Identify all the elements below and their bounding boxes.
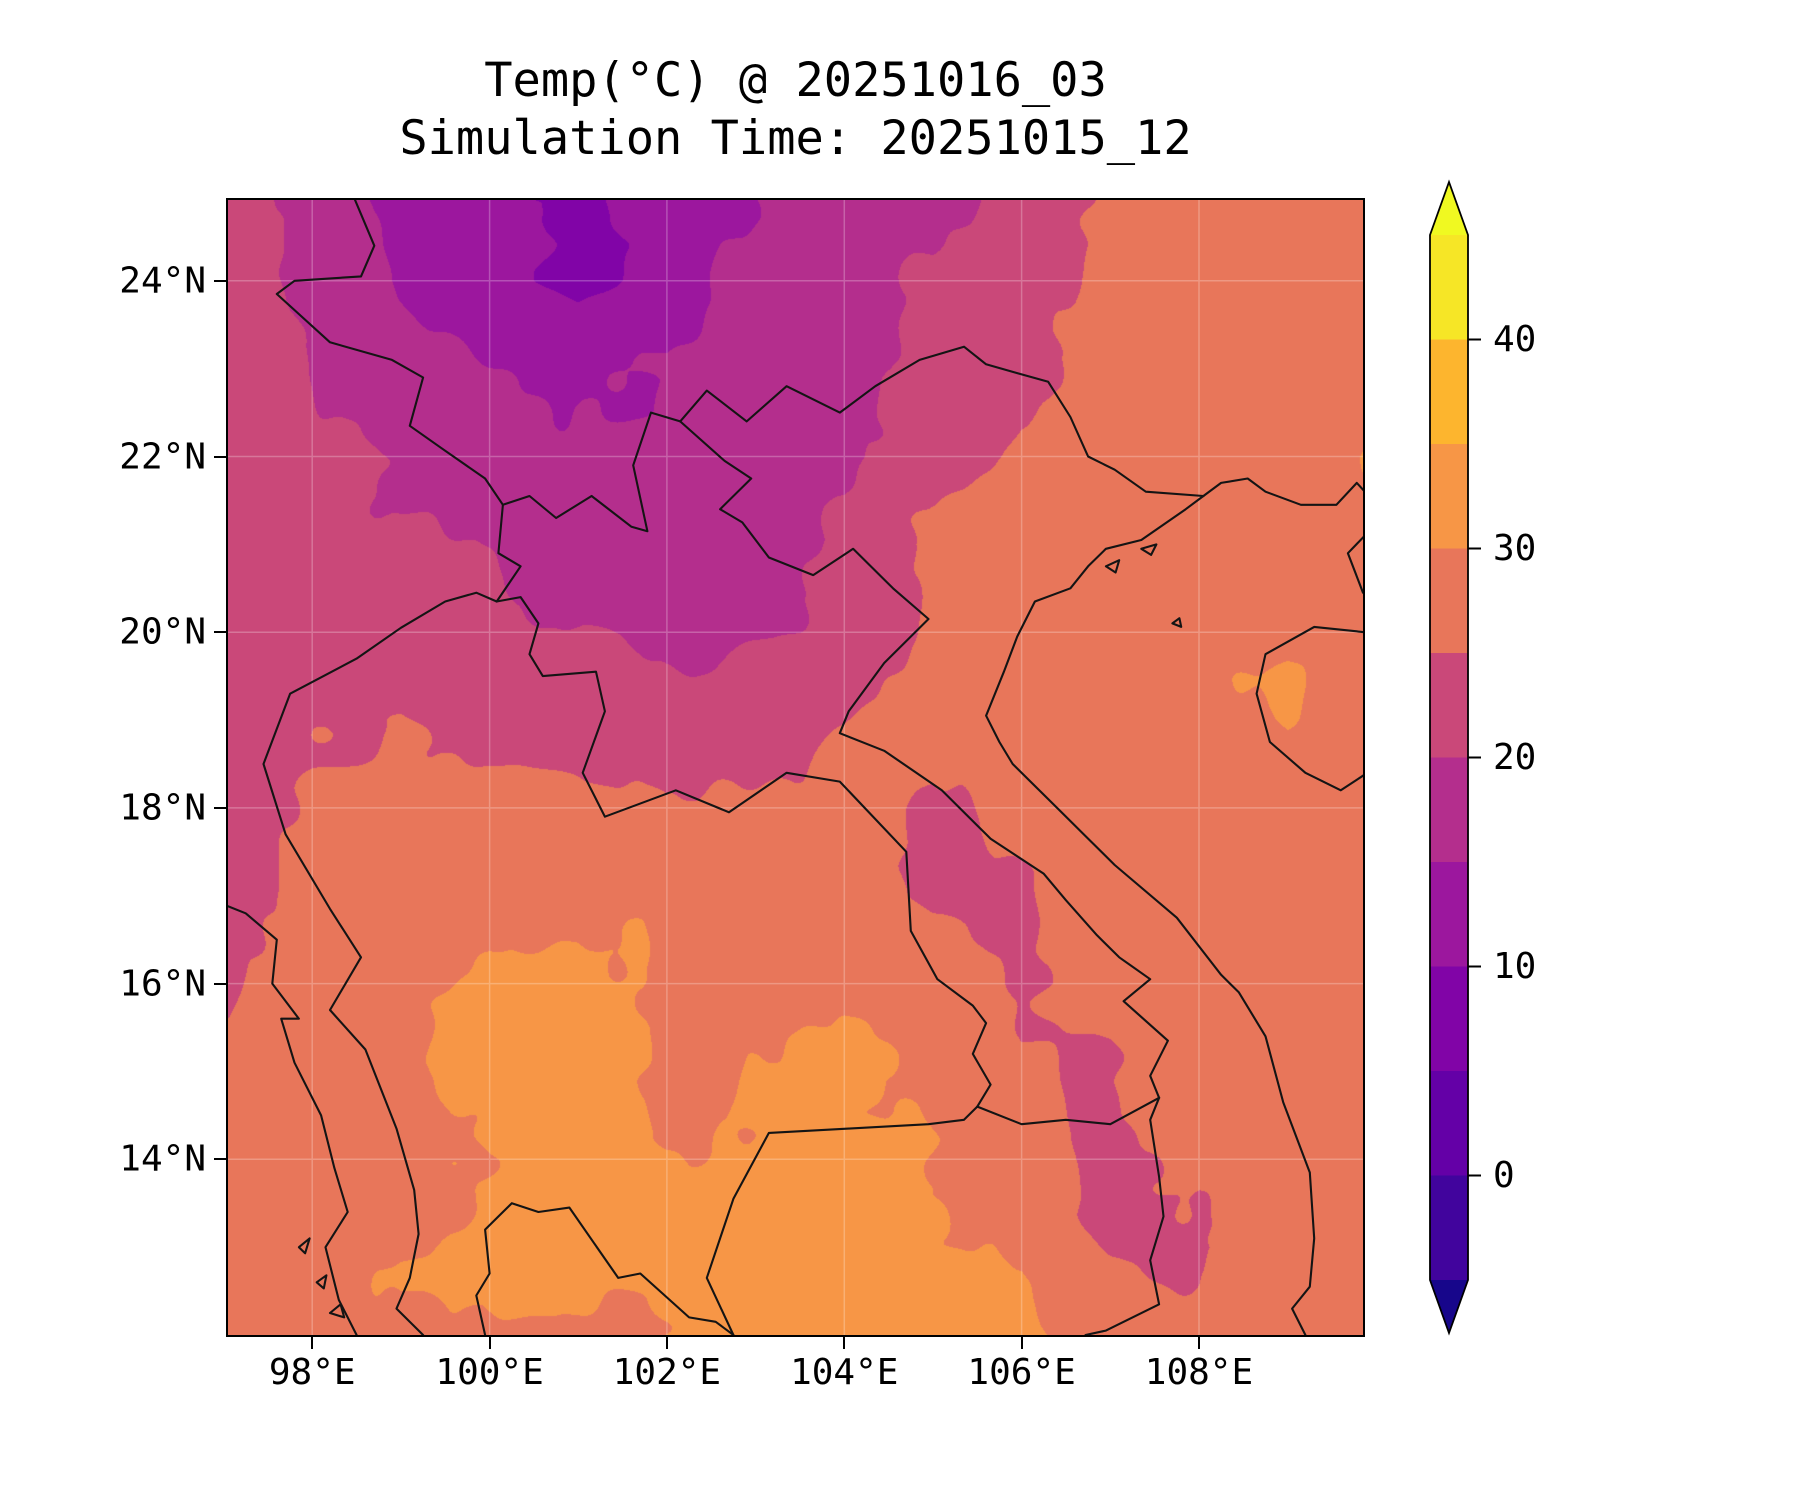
colorbar-band — [1430, 862, 1468, 967]
border-thailand-myanmar — [262, 591, 498, 1335]
colorbar-tick-label: 30 — [1493, 528, 1536, 569]
y-tick-mark — [214, 631, 226, 634]
border-laos-cambodia — [976, 1096, 1161, 1126]
border-china-vietnam — [679, 345, 1205, 498]
border-leizhou-peninsula — [1346, 535, 1363, 594]
x-tick-label: 104°E — [790, 1352, 899, 1393]
border-vietnam-laos — [679, 420, 1169, 1099]
x-tick-label: 108°E — [1144, 1352, 1254, 1393]
colorbar-band — [1430, 444, 1468, 549]
y-tick-label: 14°N — [119, 1138, 206, 1180]
x-tick-label: 100°E — [435, 1352, 544, 1393]
colorbar-outline — [1429, 179, 1469, 1336]
x-tick-mark — [843, 1337, 846, 1349]
border-thailand-gulf-coast — [475, 1202, 735, 1335]
border-island-andaman-1 — [328, 1303, 346, 1319]
x-tick-mark — [665, 1337, 668, 1349]
x-tick-mark — [488, 1337, 491, 1349]
colorbar: 0 10 20 30 40 — [1429, 179, 1536, 1336]
border-hainan-island — [1255, 625, 1363, 792]
y-tick-label: 20°N — [119, 611, 206, 653]
chart-title: Temp(°C) @ 20251016_03 — [484, 53, 1107, 108]
border-island-andaman-3 — [315, 1274, 328, 1290]
colorbar-tick-label: 40 — [1493, 319, 1536, 360]
y-tick-label: 18°N — [119, 787, 206, 829]
border-china-myanmar — [275, 200, 504, 506]
border-china-coast — [1202, 477, 1363, 506]
border-island-andaman-2 — [297, 1237, 311, 1255]
border-thailand-laos — [495, 596, 992, 1108]
border-vietnam-cambodia — [1084, 1096, 1165, 1335]
colorbar-band — [1430, 548, 1468, 653]
x-tick-mark — [1197, 1337, 1200, 1349]
border-myanmar-coast — [228, 905, 358, 1335]
y-tick-label: 16°N — [119, 963, 206, 1005]
x-tick-label: 102°E — [612, 1352, 722, 1393]
y-tick-label: 22°N — [119, 436, 206, 478]
colorbar-tick-label: 10 — [1493, 946, 1536, 987]
border-myanmar-laos — [495, 503, 522, 603]
y-tick-mark — [214, 982, 226, 985]
y-tick-label: 24°N — [119, 260, 206, 302]
chart-subtitle: Simulation Time: 20251015_12 — [399, 111, 1192, 166]
title-block: Temp(°C) @ 20251016_03 Simulation Time: … — [228, 52, 1363, 168]
border-thailand-cambodia — [705, 1105, 979, 1335]
colorbar-band — [1430, 1071, 1468, 1176]
x-tick-label: 98°E — [268, 1352, 356, 1393]
colorbar-tick-label: 0 — [1493, 1155, 1515, 1196]
border-vietnam-coast — [985, 494, 1316, 1335]
map-plot-area — [226, 198, 1365, 1337]
y-tick-mark — [214, 279, 226, 282]
colorbar-band — [1430, 235, 1468, 340]
x-tick-mark — [1020, 1337, 1023, 1349]
colorbar-band — [1430, 1175, 1468, 1280]
colorbar-over-arrow — [1430, 182, 1468, 235]
border-china-laos — [501, 411, 682, 533]
temperature-field-canvas — [228, 200, 1363, 1335]
y-tick-mark — [214, 1158, 226, 1161]
colorbar-band — [1430, 757, 1468, 862]
border-island-bachlongvi — [1171, 617, 1183, 628]
border-island-catba — [1104, 559, 1121, 574]
colorbar-band — [1430, 966, 1468, 1071]
x-tick-mark — [311, 1337, 314, 1349]
x-tick-label: 106°E — [967, 1352, 1076, 1393]
y-tick-mark — [214, 455, 226, 458]
colorbar-band — [1430, 653, 1468, 758]
border-island-halong — [1140, 543, 1158, 556]
y-tick-mark — [214, 806, 226, 809]
colorbar-tick-label: 20 — [1493, 737, 1536, 778]
colorbar-band — [1430, 339, 1468, 444]
map-overlay — [228, 200, 1363, 1335]
graticule-gridlines — [228, 200, 1363, 1335]
colorbar-under-arrow — [1430, 1280, 1468, 1333]
